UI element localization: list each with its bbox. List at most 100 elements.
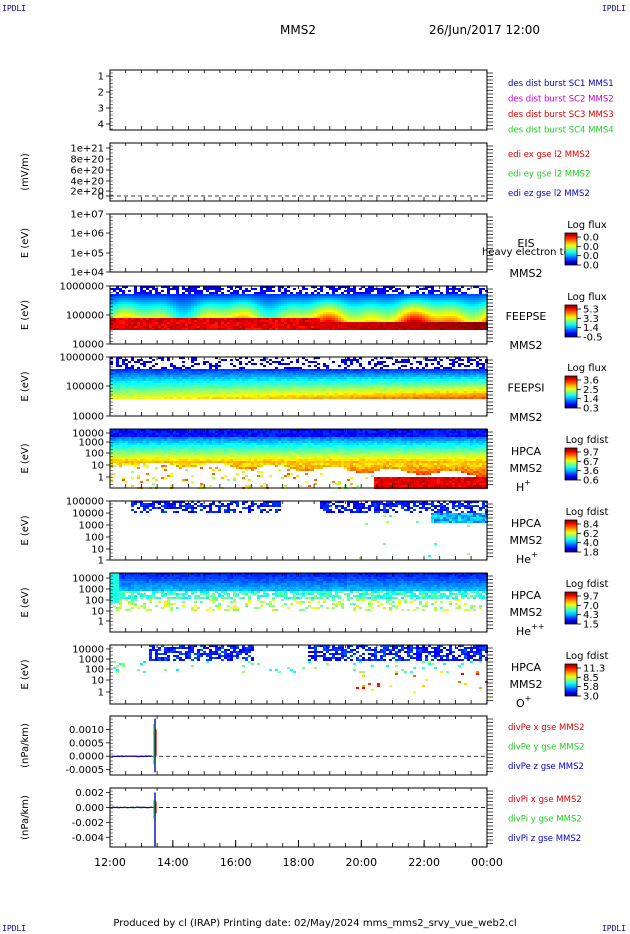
y-tick-label: 8e+20 — [70, 155, 104, 166]
legend-entry: divPe z gse MMS2 — [508, 762, 584, 772]
colorbar-title: Log flux — [567, 292, 607, 303]
colorbar — [564, 591, 578, 625]
y-tick-label: 1 — [98, 617, 104, 628]
panel-feepse: 1000000 100000 10000 E (eV) FEEPSE MMS2 Log fl… — [20, 282, 607, 353]
y-axis-label: E (eV) — [20, 443, 31, 473]
y-tick-label: 1e+06 — [70, 229, 104, 240]
x-tick-label: 14:00 — [157, 856, 189, 869]
y-axis-label: E (eV) — [20, 659, 31, 689]
y-axis-label: E (eV) — [20, 515, 31, 545]
y-tick-label: 2 — [98, 88, 104, 99]
legend-entry: des dist burst SC2 MMS2 — [508, 95, 614, 105]
colorbar — [564, 663, 578, 697]
x-tick-label: 20:00 — [345, 856, 377, 869]
colorbar-tick-label: 2.5 — [583, 385, 599, 396]
y-tick-label: -0.002 — [72, 818, 104, 829]
species-label: He+ — [516, 550, 538, 566]
spacecraft-title: MMS2 — [280, 23, 316, 37]
y-tick-label: 0.000 — [75, 803, 104, 814]
corner-label-bottom-left: IPDLI — [2, 924, 27, 933]
y-tick-label: 100 — [85, 533, 104, 544]
legend-entry: des dist burst SC4 MMS4 — [508, 126, 614, 136]
y-tick-label: 1e+07 — [70, 210, 104, 221]
colorbar — [564, 304, 578, 338]
y-tick-label: 1000 — [79, 521, 104, 532]
colorbar-tick-label: -0.5 — [583, 333, 603, 344]
y-tick-label: 1000 — [79, 438, 104, 449]
y-tick-label: 10 — [91, 461, 104, 472]
colorbar-tick-label: 11.3 — [583, 664, 605, 675]
colorbar-tick-label: 3.6 — [583, 376, 599, 387]
x-tick-label: 18:00 — [283, 856, 315, 869]
spacecraft-label: MMS2 — [510, 678, 543, 691]
y-tick-label: 1000000 — [59, 282, 104, 293]
colorbar-tick-label: 5.3 — [583, 305, 599, 316]
legend-entry: edi ey gse l2 MMS2 — [508, 170, 590, 180]
colorbar-tick-label: 4.0 — [583, 538, 599, 549]
y-tick-label: 1 — [98, 473, 104, 484]
y-tick-label: 100 — [85, 665, 104, 676]
colorbar-title: Log flux — [567, 363, 607, 374]
y-axis-label: E (eV) — [20, 228, 31, 258]
y-tick-label: 100 — [85, 449, 104, 460]
colorbar-tick-label: 3.0 — [583, 692, 599, 703]
instrument-label: FEEPSI — [507, 382, 544, 395]
y-tick-label: 0.0010 — [69, 725, 104, 736]
panel-feepsi: 1000000 100000 10000 E (eV) FEEPSI MMS2 Log fl… — [20, 353, 607, 425]
y-tick-label: 0.0000 — [69, 752, 104, 763]
colorbar-title: Log fdist — [566, 579, 609, 590]
y-tick-label: 1000 — [79, 655, 104, 666]
colorbar-title: Log flux — [567, 220, 607, 231]
spacecraft-label: MMS2 — [510, 534, 543, 547]
species-label: He++ — [516, 622, 544, 638]
y-tick-label: 100000 — [66, 497, 104, 508]
datetime-title: 26/Jun/2017 12:00 — [429, 23, 541, 37]
colorbar-tick-label: 8.5 — [583, 673, 599, 684]
instrument-label: EIS — [517, 237, 534, 250]
spacecraft-label: MMS2 — [510, 339, 543, 352]
spacecraft-label: MMS2 — [510, 606, 543, 619]
y-tick-label: 10000 — [72, 509, 104, 520]
colorbar-tick-label: 6.7 — [583, 457, 599, 468]
x-tick-label: 22:00 — [408, 856, 440, 869]
y-tick-label: 100000 — [66, 382, 104, 393]
instrument-label: HPCA — [511, 589, 542, 602]
legend-entry: divPi x gse MMS2 — [508, 795, 582, 805]
colorbar-tick-label: 6.2 — [583, 529, 599, 540]
colorbar — [564, 232, 578, 266]
series-line — [111, 755, 153, 758]
x-tick-label: 00:00 — [471, 856, 503, 869]
y-tick-label: 10000 — [72, 574, 104, 585]
y-tick-label: 1000 — [79, 585, 104, 596]
y-tick-label: 10 — [91, 545, 104, 556]
colorbar-tick-label: 9.7 — [583, 448, 599, 459]
legend-entry: divPi z gse MMS2 — [508, 834, 581, 844]
y-tick-label: 1 — [98, 556, 104, 567]
y-tick-label: 10000 — [72, 412, 104, 423]
colorbar-tick-label: 3.3 — [583, 314, 599, 325]
colorbar-tick-label: 0.3 — [583, 404, 599, 415]
corner-label-bottom-right: IPDLI — [601, 924, 626, 933]
panel-divpi: 0.002 0.000 -0.002 -0.004 (nPa/km) divPi x gs… — [20, 787, 582, 848]
spacecraft-label: MMS2 — [510, 267, 543, 280]
colorbar-tick-label: 0.6 — [583, 476, 599, 487]
y-axis-label: E (eV) — [20, 371, 31, 401]
colorbar-tick-label: 1.8 — [583, 548, 599, 559]
y-tick-label: 0 — [98, 192, 104, 203]
y-tick-label: 1e+05 — [70, 249, 104, 260]
overlay-label: heavy electron to — [482, 247, 570, 258]
panel-eis: 1e+07 1e+06 1e+05 1e+04 E (eV) EIS MMS2 heavy e… — [20, 210, 607, 281]
colorbar-tick-label: 0.0 — [583, 233, 599, 244]
panel-divpe: 0.0010 0.0005 0.0000 -0.0005 (nPa/km) divPe x… — [20, 715, 585, 776]
colorbar-tick-label: 5.8 — [583, 682, 599, 693]
colorbar — [564, 519, 578, 553]
y-tick-label: 3 — [98, 104, 104, 115]
series-line — [111, 806, 153, 809]
colorbar-title: Log fdist — [566, 651, 609, 662]
colorbar-tick-label: 1.4 — [583, 394, 599, 405]
colorbar — [564, 375, 578, 409]
